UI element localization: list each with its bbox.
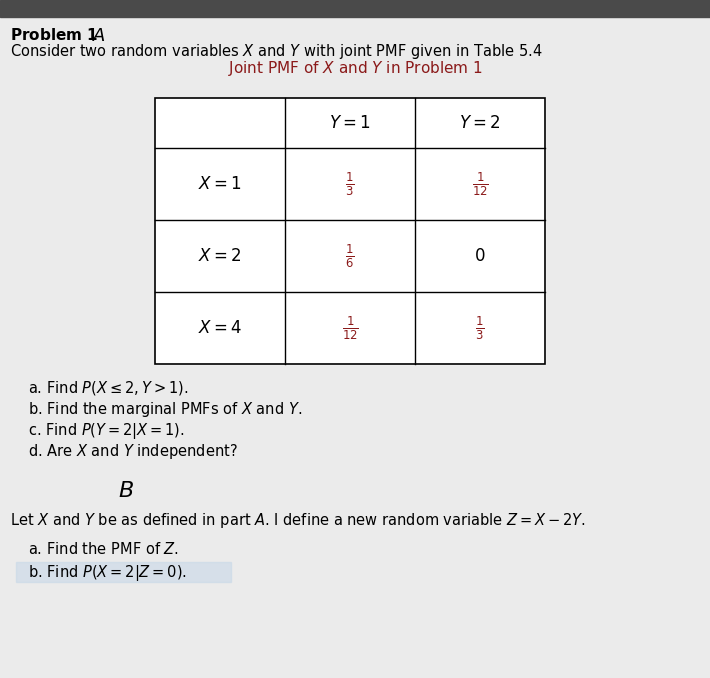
- Text: $X = 2$: $X = 2$: [198, 247, 242, 265]
- Bar: [0, 0, 710, 17]
- Text: a. Find the PMF of $Z$.: a. Find the PMF of $Z$.: [28, 541, 179, 557]
- Text: Joint PMF of $X$ and $Y$ in Problem 1: Joint PMF of $X$ and $Y$ in Problem 1: [228, 59, 482, 78]
- Text: $X = 4$: $X = 4$: [198, 319, 242, 337]
- Text: Consider two random variables $X$ and $Y$ with joint PMF given in Table 5.4: Consider two random variables $X$ and $Y…: [10, 42, 542, 61]
- Text: $\frac{1}{3}$: $\frac{1}{3}$: [475, 315, 485, 342]
- Text: $Y = 2$: $Y = 2$: [459, 114, 501, 132]
- Bar: [155, 98, 545, 364]
- Text: c. Find $P(Y = 2|X = 1)$.: c. Find $P(Y = 2|X = 1)$.: [28, 421, 185, 441]
- Text: $\frac{1}{12}$: $\frac{1}{12}$: [342, 315, 359, 342]
- Text: $Y = 1$: $Y = 1$: [329, 114, 371, 132]
- Text: $\mathbf{Problem\ 1}$: $\mathbf{Problem\ 1}$: [10, 27, 98, 43]
- Text: $0$: $0$: [474, 247, 486, 265]
- Text: $\frac{1}{6}$: $\frac{1}{6}$: [345, 242, 355, 270]
- Text: $\frac{1}{3}$: $\frac{1}{3}$: [345, 170, 355, 198]
- Bar: [155, 98, 545, 364]
- Text: d. Are $X$ and $Y$ independent?: d. Are $X$ and $Y$ independent?: [28, 442, 238, 461]
- Text: $\mathit{A}$: $\mathit{A}$: [92, 27, 106, 45]
- Text: Let $X$ and $Y$ be as defined in part $\mathit{A}$. I define a new random variab: Let $X$ and $Y$ be as defined in part $\…: [10, 511, 586, 530]
- Text: $\frac{1}{12}$: $\frac{1}{12}$: [471, 170, 488, 198]
- Text: b. Find the marginal PMFs of $X$ and $Y$.: b. Find the marginal PMFs of $X$ and $Y$…: [28, 400, 302, 419]
- Bar: [16, 562, 231, 582]
- Text: a. Find $P(X \leq 2, Y > 1)$.: a. Find $P(X \leq 2, Y > 1)$.: [28, 379, 188, 397]
- Text: b. Find $P(X = 2|Z = 0)$.: b. Find $P(X = 2|Z = 0)$.: [28, 563, 187, 583]
- Text: $X = 1$: $X = 1$: [198, 175, 242, 193]
- Text: $\mathit{B}$: $\mathit{B}$: [118, 481, 134, 501]
